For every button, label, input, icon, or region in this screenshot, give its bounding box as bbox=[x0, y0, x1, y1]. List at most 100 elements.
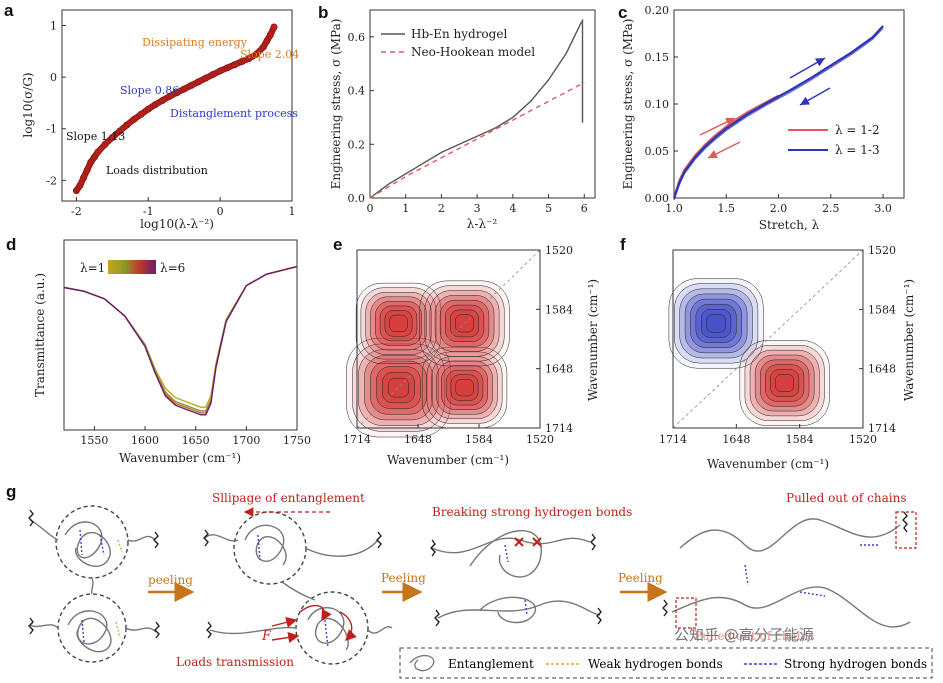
y-axis-label-b: Engineering stress, σ (MPa) bbox=[329, 19, 343, 190]
x-tick-label: -2 bbox=[71, 205, 82, 218]
x-axis-label-a: log10(λ-λ⁻²) bbox=[140, 217, 214, 231]
axis-ticks-b: 0 1 2 3 4 5 6 0.0 0.2 0.4 0.6 bbox=[348, 31, 588, 215]
stretched-chain bbox=[431, 537, 591, 554]
chain-tail bbox=[209, 626, 297, 635]
colorbar-label-right: λ=6 bbox=[160, 261, 185, 275]
contour-level bbox=[706, 314, 726, 333]
y-axis-label-d: Transmittance (a.u.) bbox=[33, 273, 47, 397]
force-arrow bbox=[299, 604, 332, 622]
label-pulled-out-2: Pulled out of chains bbox=[694, 629, 814, 643]
legend-label-neo-hookean: Neo-Hookean model bbox=[411, 45, 535, 59]
colorbar-label-left: λ=1 bbox=[80, 261, 105, 275]
label-slippage: Sllipage of entanglement bbox=[212, 491, 365, 505]
y-tick-label: 1714 bbox=[868, 422, 896, 435]
x-tick-label: 1700 bbox=[232, 434, 260, 447]
y-tick-label: 1584 bbox=[868, 303, 896, 316]
annotation-distanglement: Distanglement process bbox=[170, 107, 298, 120]
strong-hbond bbox=[524, 599, 528, 616]
diagonal-f bbox=[672, 249, 864, 429]
entangled-chain-4 bbox=[307, 606, 349, 651]
chain-end bbox=[28, 509, 34, 527]
plot-frame-d bbox=[63, 239, 298, 431]
panel-d: d 1550 1600 1650 1700 1750 λ=1 λ=6 Wavenumbe… bbox=[6, 235, 311, 465]
panel-c: c 1.0 1.5 2.0 2.5 3.0 0.00 0.05 0.10 0.15 0.20 λ … bbox=[618, 3, 905, 232]
unloading-arrow-red bbox=[707, 141, 741, 159]
strong-hbond bbox=[799, 591, 826, 597]
colorbar-lambda bbox=[108, 260, 156, 274]
y-axis-label-c: Engineering stress, σ (MPa) bbox=[621, 19, 635, 190]
plot-frame-f bbox=[672, 249, 864, 429]
y-tick-label: 1714 bbox=[545, 422, 573, 435]
x-tick-label: 4 bbox=[509, 202, 516, 215]
unloading-arrow-blue bbox=[799, 87, 831, 106]
y-tick-label: 1648 bbox=[868, 363, 896, 376]
chain-end bbox=[28, 617, 34, 635]
y-tick-label: 0.0 bbox=[348, 192, 366, 205]
entanglement-circle-3 bbox=[233, 511, 307, 585]
loading-arrow-red bbox=[699, 117, 736, 136]
plot-frame-b bbox=[369, 9, 596, 199]
chain-end bbox=[430, 539, 436, 557]
chain-end bbox=[206, 621, 212, 639]
chain-end bbox=[662, 599, 668, 617]
y-tick-label: 0.20 bbox=[645, 4, 670, 17]
entangled-chain-3 bbox=[244, 524, 287, 566]
series-line bbox=[63, 265, 298, 412]
process-arrow-2-label: Peeling bbox=[381, 571, 426, 585]
y-axis-label-a: log10(σ/G) bbox=[21, 72, 35, 137]
chain-end bbox=[376, 531, 382, 549]
series-line bbox=[63, 265, 298, 416]
strong-hbond bbox=[504, 544, 509, 563]
contour-level bbox=[775, 374, 794, 392]
chain-end bbox=[203, 529, 209, 547]
y-tick-label: 1584 bbox=[545, 303, 573, 316]
y-axis-label-e: Wavenumber (cm⁻¹) bbox=[586, 279, 600, 401]
x-tick-label: 1 bbox=[289, 205, 296, 218]
stretched-chain bbox=[437, 600, 601, 619]
x-tick-label: -1 bbox=[143, 205, 154, 218]
chain-tail bbox=[29, 624, 59, 629]
y-tick-label: 1648 bbox=[545, 363, 573, 376]
force-arrows bbox=[271, 604, 357, 644]
pulled-out-highlight bbox=[675, 597, 697, 629]
y-tick-label: 1 bbox=[50, 19, 57, 32]
strong-hbond bbox=[324, 619, 329, 649]
x-tick-label: 5 bbox=[545, 202, 552, 215]
legend-entanglement-label: Entanglement bbox=[448, 657, 534, 671]
y-axis-label-f: Wavenumber (cm⁻¹) bbox=[902, 279, 916, 401]
x-tick-label: 1550 bbox=[80, 434, 108, 447]
schematic-state-4 bbox=[662, 511, 911, 628]
weak-hbond bbox=[117, 539, 123, 553]
chain-end bbox=[153, 531, 159, 549]
annotation-dissipating-energy: Dissipating energy bbox=[142, 36, 248, 49]
y-tick-label: 0.2 bbox=[348, 138, 366, 151]
axis-ticks-d: 1550 1600 1650 1700 1750 bbox=[80, 426, 311, 447]
chain-link bbox=[281, 581, 316, 601]
legend-strong-hbond-label: Strong hydrogen bonds bbox=[784, 657, 927, 671]
axis-ticks-c: 1.0 1.5 2.0 2.5 3.0 0.00 0.05 0.10 0.15 0.20 bbox=[645, 4, 892, 215]
chain-end bbox=[434, 609, 440, 627]
strong-hbond bbox=[79, 529, 83, 556]
chain-tail bbox=[125, 627, 157, 633]
legend-entanglement-icon bbox=[409, 654, 435, 672]
x-tick-label: 1.5 bbox=[718, 202, 736, 215]
y-tick-label: 0.05 bbox=[645, 145, 670, 158]
x-axis-label-d: Wavenumber (cm⁻¹) bbox=[119, 451, 241, 465]
plot-frame-e bbox=[356, 249, 541, 429]
series-line bbox=[369, 18, 584, 199]
strong-hbond bbox=[257, 534, 261, 561]
x-tick-label: 1584 bbox=[786, 433, 814, 446]
strong-hbond bbox=[99, 534, 105, 556]
panel-e: e 1714 1648 1584 1520 1520 1584 1648 1714 Waven… bbox=[333, 235, 600, 467]
y-tick-label: 0 bbox=[50, 71, 57, 84]
chain-link bbox=[90, 577, 94, 595]
annotation-slope-113: Slope 1.13 bbox=[66, 130, 125, 143]
legend-box bbox=[399, 647, 933, 679]
x-tick-label: 1648 bbox=[404, 433, 432, 446]
chain-end bbox=[902, 511, 908, 533]
annotation-loads-distribution: Loads distribution bbox=[106, 164, 208, 177]
entanglement-circle-2 bbox=[57, 593, 127, 663]
entangled-chain-1 bbox=[64, 521, 111, 567]
chain-tail bbox=[367, 626, 393, 634]
